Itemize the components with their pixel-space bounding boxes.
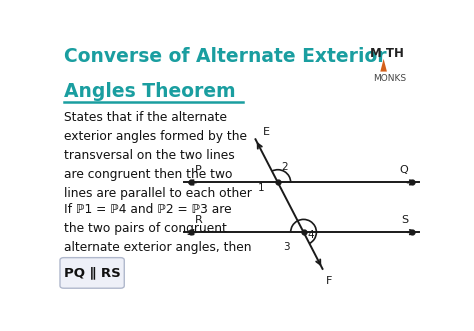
Text: 3: 3 [283, 242, 290, 253]
Text: Angles Theorem: Angles Theorem [64, 82, 235, 101]
Text: If ℙ1 = ℙ4 and ℙ2 = ℙ3 are
the two pairs of congruent
alternate exterior angles,: If ℙ1 = ℙ4 and ℙ2 = ℙ3 are the two pairs… [64, 203, 251, 254]
Text: S: S [401, 214, 408, 224]
Text: 2: 2 [282, 162, 288, 172]
Text: 4: 4 [307, 230, 314, 240]
Text: Q: Q [400, 165, 408, 175]
Text: PQ ∥ RS: PQ ∥ RS [64, 266, 120, 279]
Text: Converse of Alternate Exterior: Converse of Alternate Exterior [64, 47, 386, 67]
Text: States that if the alternate
exterior angles formed by the
transversal on the tw: States that if the alternate exterior an… [64, 111, 252, 200]
Polygon shape [380, 59, 387, 71]
Text: E: E [263, 127, 270, 137]
Text: MONKS: MONKS [374, 74, 407, 83]
Text: 1: 1 [257, 182, 264, 193]
Text: F: F [326, 276, 333, 287]
FancyBboxPatch shape [60, 258, 124, 288]
Text: M TH: M TH [370, 47, 403, 60]
Text: R: R [195, 214, 203, 224]
Text: P: P [195, 165, 202, 175]
